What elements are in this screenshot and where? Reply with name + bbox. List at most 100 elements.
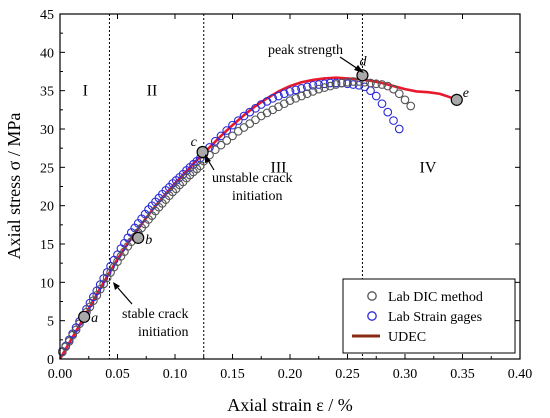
annotation-peak-strength: peak strength	[268, 43, 364, 73]
dic-point	[325, 81, 335, 91]
dic-point	[400, 95, 410, 105]
dic-point	[308, 87, 318, 96]
dic-point	[320, 83, 329, 92]
strain-gages-point	[383, 107, 393, 117]
udec-line	[58, 76, 458, 360]
x-tick-label: 0.00	[48, 367, 73, 382]
strain-gages-point	[394, 124, 404, 134]
strain-gages-point	[371, 91, 381, 101]
stage-marker-label-a: a	[91, 311, 98, 326]
dic-point	[222, 136, 232, 145]
annotation-peak-arrowhead	[354, 65, 364, 73]
strain-gages-point	[302, 82, 312, 92]
stage-marker-label-d: d	[359, 54, 367, 69]
strain-gages-point	[268, 93, 278, 103]
strain-gages-point	[285, 87, 295, 96]
dic-point	[331, 80, 341, 89]
y-tick-label: 0	[47, 353, 54, 368]
dic-point	[216, 140, 226, 150]
x-tick-label: 0.30	[393, 367, 418, 382]
annotation-peak-strength-text: peak strength	[268, 43, 343, 58]
strain-gages-point	[279, 89, 289, 99]
annotation-unstable-arrowhead	[205, 154, 211, 163]
y-tick-label: 35	[40, 85, 54, 100]
dic-point	[348, 77, 358, 86]
stage-markers: a b c d e	[78, 54, 469, 326]
y-axis-title: Axial stress σ / MPa	[4, 113, 24, 260]
legend: Lab DIC method Lab Strain gages UDEC	[342, 278, 516, 354]
x-tick-label: 0.40	[508, 367, 533, 382]
x-axis-ticks: 0.00 0.05 0.10 0.15 0.20 0.25 0.30 0.35 0.40	[48, 14, 533, 382]
strain-gages-point	[325, 78, 335, 88]
dic-point	[343, 77, 352, 87]
dic-point	[314, 84, 324, 94]
x-tick-label: 0.10	[163, 367, 188, 382]
x-axis-title: Axial strain ε / %	[227, 395, 353, 415]
stage-marker-label-b: b	[145, 233, 152, 248]
strain-gages-point	[377, 99, 387, 109]
strain-gages-point	[274, 91, 283, 101]
x-tick-label: 0.15	[220, 367, 245, 382]
x-tick-label: 0.25	[335, 367, 360, 382]
dic-point	[371, 79, 381, 89]
udec-series	[58, 76, 458, 360]
dic-point	[297, 91, 306, 101]
y-tick-label: 40	[40, 46, 54, 61]
strain-gages-point	[228, 120, 237, 130]
x-tick-label: 0.20	[278, 367, 303, 382]
dic-point	[228, 131, 237, 141]
stage-region-label: I	[83, 83, 88, 100]
strain-gages-point	[233, 116, 243, 125]
stage-region-label: IV	[420, 159, 437, 176]
dic-point	[291, 93, 301, 103]
annotation-peak-arrow	[339, 56, 359, 70]
dic-point	[285, 96, 295, 105]
dic-point	[389, 84, 398, 94]
y-tick-label: 5	[47, 315, 54, 330]
stage-marker-label-e: e	[463, 86, 469, 101]
legend-label-udec: UDEC	[388, 330, 426, 345]
x-tick-label: 0.05	[105, 367, 130, 382]
legend-label-dic: Lab DIC method	[388, 290, 483, 305]
strain-gages-point	[320, 79, 329, 89]
strain-gages-point	[389, 116, 398, 125]
strain-gages-point	[291, 85, 301, 95]
y-tick-label: 30	[40, 123, 54, 138]
strain-gages-point	[222, 126, 232, 135]
legend-swatch-dic	[367, 291, 377, 301]
annotation-stable-arrow	[117, 287, 133, 305]
legend-label-gages: Lab Strain gages	[388, 310, 482, 325]
y-axis-ticks: 0 5 10 15 20 25 30 35 40 45	[40, 8, 520, 368]
dic-point	[302, 89, 312, 99]
annotation-stable-line2: initiation	[138, 325, 189, 340]
dic-point	[394, 89, 404, 99]
annotation-stable-arrowhead	[113, 282, 120, 290]
annotation-stable-crack: stable crack initiation	[113, 282, 189, 340]
dic-point	[210, 145, 220, 155]
annotation-stable-line1: stable crack	[122, 307, 188, 322]
dic-point	[366, 78, 375, 88]
dic-point	[337, 78, 347, 88]
annotation-unstable-line1: unstable crack	[212, 171, 292, 186]
strain-gages-point	[216, 131, 226, 141]
legend-swatch-gages	[367, 311, 377, 321]
y-tick-label: 45	[40, 8, 54, 23]
dic-point	[377, 80, 387, 89]
x-tick-label: 0.35	[450, 367, 475, 382]
stage-marker-a	[78, 310, 91, 323]
stage-marker-label-c: c	[191, 135, 198, 150]
y-tick-label: 10	[40, 276, 54, 291]
dic-point	[406, 101, 416, 111]
y-tick-label: 15	[40, 238, 54, 253]
y-tick-label: 20	[40, 200, 54, 215]
annotation-unstable-crack: unstable crack initiation	[205, 154, 292, 204]
stage-marker-d	[356, 69, 369, 82]
stage-region-label: III	[271, 159, 287, 176]
y-tick-label: 25	[40, 161, 54, 176]
annotation-unstable-arrow	[207, 159, 215, 171]
stage-region-label: II	[147, 83, 158, 100]
annotation-unstable-line2: initiation	[232, 189, 283, 204]
stage-marker-e	[450, 93, 463, 106]
